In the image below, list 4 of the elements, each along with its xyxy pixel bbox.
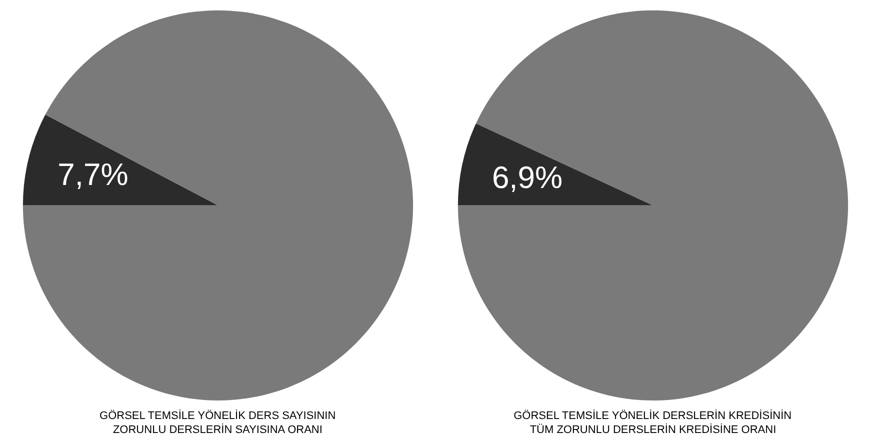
data-label: 7,7% xyxy=(58,157,128,192)
data-label: 6,9% xyxy=(492,160,563,196)
text: GÖRSEL TEMSİLE YÖNELİK DERSLERİN KREDİSİNİN TÜM ZORUNLU DERSLERİN KREDİSİNE ORANI xyxy=(514,409,792,436)
text: GÖRSEL TEMSİLE YÖNELİK DERS SAYISININ ZORUNLU DERSLERİN SAYISINA ORANI xyxy=(100,409,336,436)
